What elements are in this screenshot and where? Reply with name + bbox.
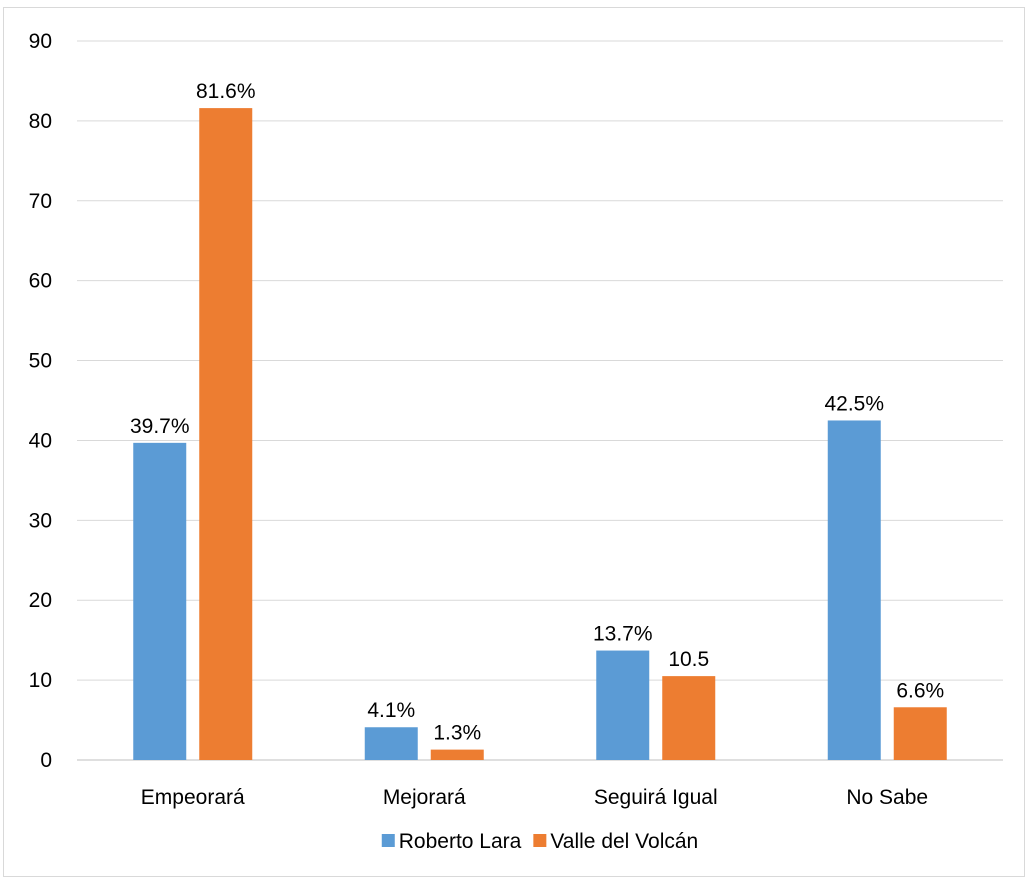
bar-series-1	[596, 650, 650, 760]
bar-series-2	[893, 707, 947, 760]
y-tick-label: 50	[29, 350, 52, 373]
data-label: 42.5%	[824, 392, 884, 415]
bar-series-1	[827, 420, 881, 760]
y-tick-label: 70	[29, 190, 52, 213]
bar-series-2	[199, 108, 253, 760]
x-tick-label: No Sabe	[846, 786, 928, 809]
bar-series-1	[364, 727, 418, 760]
bar-series-1	[133, 442, 187, 760]
bar-series-2	[430, 749, 484, 760]
y-tick-label: 30	[29, 509, 52, 532]
data-label: 13.7%	[593, 623, 653, 646]
data-label: 6.6%	[896, 679, 944, 702]
legend: Roberto Lara Valle del Volcán	[381, 830, 698, 853]
y-tick-label: 10	[29, 669, 52, 692]
data-label: 81.6%	[196, 80, 256, 103]
legend-swatch	[533, 834, 547, 847]
y-axis-ticks: 0 10 20 30 40 50 60 70 80 90	[29, 30, 52, 772]
y-tick-label: 20	[29, 589, 52, 612]
legend-swatch	[381, 834, 395, 847]
x-axis-ticks: Empeorará Mejorará Seguirá Igual No Sabe	[141, 786, 928, 809]
y-tick-label: 60	[29, 270, 52, 293]
y-tick-label: 80	[29, 110, 52, 133]
x-tick-label: Seguirá Igual	[594, 786, 718, 809]
bars	[133, 108, 947, 760]
bar-series-2	[662, 676, 716, 760]
data-label: 4.1%	[367, 699, 415, 722]
data-label: 39.7%	[130, 415, 190, 438]
data-label: 1.3%	[433, 722, 481, 745]
y-tick-label: 0	[40, 749, 52, 772]
data-label: 10.5	[668, 648, 709, 671]
y-tick-label: 40	[29, 429, 52, 452]
legend-label: Roberto Lara	[399, 830, 522, 853]
y-tick-label: 90	[29, 30, 52, 53]
data-labels: 39.7% 81.6% 4.1% 1.3% 13.7% 10.5 42.5% 6.6%	[130, 80, 944, 745]
x-tick-label: Empeorará	[141, 786, 245, 809]
legend-label: Valle del Volcán	[550, 830, 698, 853]
x-tick-label: Mejorará	[383, 786, 466, 809]
